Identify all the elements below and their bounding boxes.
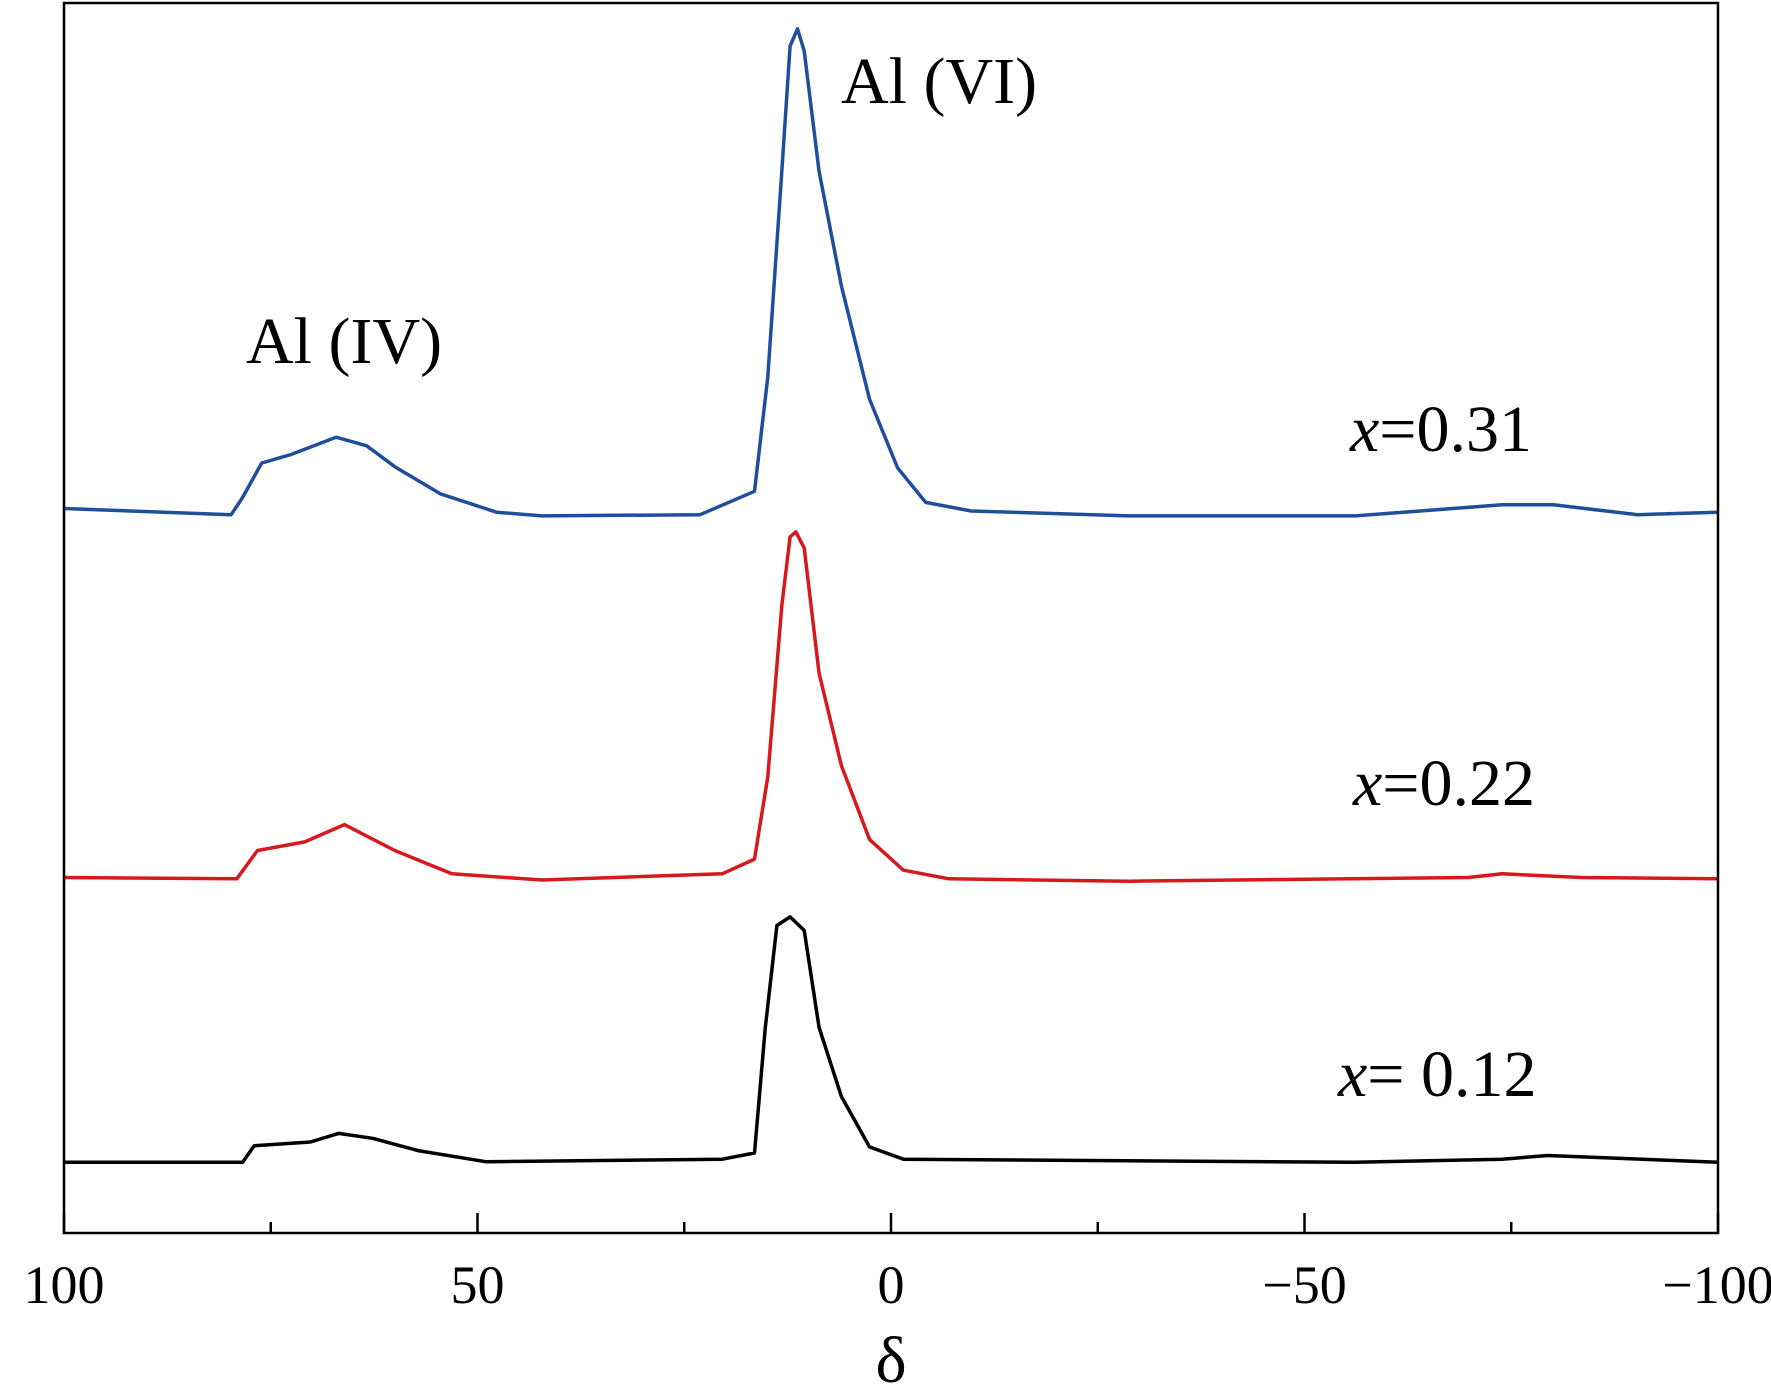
spectrum-line <box>63 530 1719 883</box>
x-tick-label: 50 <box>451 1255 505 1315</box>
series-label: x=0.22 <box>1352 747 1535 820</box>
annotation: Al (IV) <box>246 305 442 378</box>
x-axis-label: δ <box>875 1324 906 1391</box>
series-label: x= 0.12 <box>1337 1038 1537 1111</box>
x-tick-label: −50 <box>1262 1255 1346 1315</box>
series-label: x=0.31 <box>1349 393 1532 466</box>
x-tick-label: 100 <box>24 1255 105 1315</box>
annotation: Al (VI) <box>841 45 1037 118</box>
x-tick-label: −100 <box>1662 1255 1771 1315</box>
x-tick-label: 0 <box>878 1255 905 1315</box>
spectrum-line <box>64 915 1719 1165</box>
spectrum-line <box>63 27 1719 518</box>
